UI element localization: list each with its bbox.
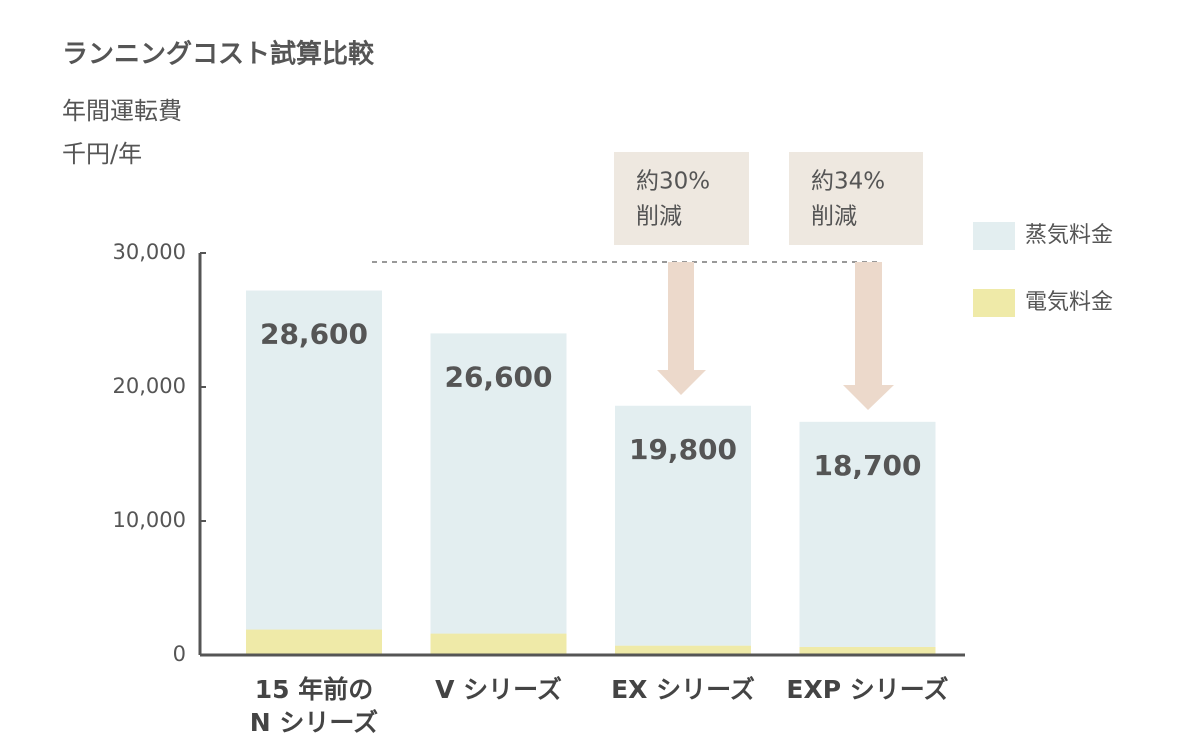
y-axis-label: 年間運転費 [62, 97, 182, 125]
legend-swatch [973, 222, 1015, 250]
x-tick-label: V シリーズ [435, 675, 562, 704]
x-tick-label: 15 年前の N シリーズ [249, 675, 379, 737]
y-axis-unit: 千円/年 [62, 140, 142, 168]
y-tick-label: 30,000 [113, 240, 186, 264]
annotation-text: 約34% [811, 169, 885, 195]
legend-swatch [973, 289, 1015, 317]
arrow [843, 262, 894, 410]
total-label: 28,600 [260, 318, 368, 351]
total-label: 19,800 [629, 433, 737, 466]
annotation-text: 約30% [636, 169, 710, 195]
y-tick-label: 20,000 [113, 374, 186, 398]
legend-label: 電気料金 [1025, 290, 1113, 315]
arrow [657, 262, 706, 395]
chart-title: ランニングコスト試算比較 [62, 39, 375, 70]
x-tick-label: EX シリーズ [611, 675, 755, 704]
bar-segment [430, 633, 567, 655]
bar-segment [246, 290, 382, 630]
bar-segment [799, 646, 936, 655]
total-label: 26,600 [444, 360, 552, 393]
bar-segment [615, 645, 751, 655]
y-tick-label: 0 [173, 642, 186, 666]
x-tick-label: EXP シリーズ [786, 675, 949, 704]
y-tick-label: 10,000 [113, 508, 186, 532]
bar-segment [799, 421, 936, 647]
bar-segment [615, 405, 751, 646]
annotation-box [789, 152, 923, 245]
bar-segment [246, 629, 382, 655]
total-label: 18,700 [813, 449, 921, 482]
bar-segment [430, 333, 567, 634]
annotation-text: 削減 [636, 204, 682, 230]
annotation-text: 削減 [811, 204, 857, 230]
annotation-box [614, 152, 749, 245]
legend-label: 蒸気料金 [1025, 223, 1113, 248]
